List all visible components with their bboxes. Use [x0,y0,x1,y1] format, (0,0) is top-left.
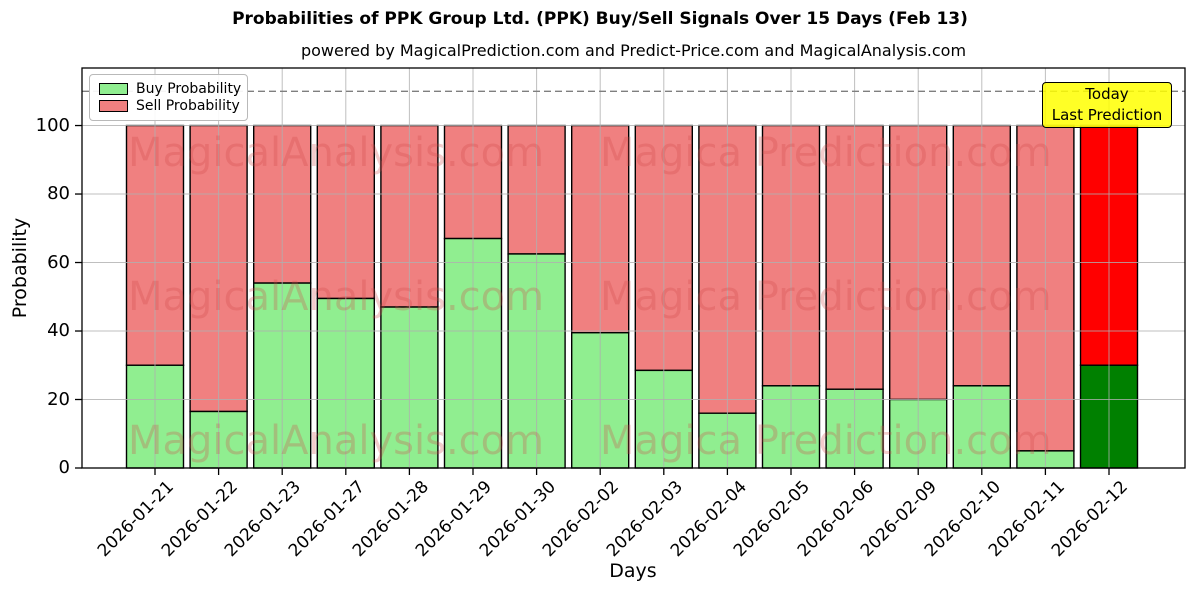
plot-frame [81,67,1186,469]
today-annotation-line1: Today [1085,85,1129,103]
today-annotation-line2: Last Prediction [1051,106,1163,124]
watermark-analysis: MagicalAnalysis.com [128,130,544,176]
x-axis-label: Days [609,560,657,582]
y-tick-label: 20 [47,388,70,410]
sell-probability-swatch [99,100,128,112]
chart-subtitle: powered by MagicalPrediction.com and Pre… [300,41,967,60]
legend-label-sell: Sell Probability [136,98,240,114]
y-tick-label: 100 [35,114,70,136]
legend-item-sell: Sell Probability [99,98,240,114]
y-tick-label: 40 [47,320,70,341]
watermark-prediction: Magica Prediction.com [600,130,1052,176]
watermark-prediction: Magica Prediction.com [600,274,1052,320]
buy-probability-swatch [99,83,128,95]
today-annotation: Today Last Prediction [1042,82,1172,128]
y-tick-label: 60 [47,251,70,273]
watermark-analysis: MagicalAnalysis.com [128,274,544,320]
legend-item-buy: Buy Probability [99,81,242,97]
chart-title: Probabilities of PPK Group Ltd. (PPK) Bu… [232,9,968,29]
watermark-prediction: Magica Prediction.com [600,418,1052,464]
legend: Buy Probability Sell Probability [89,74,248,121]
watermark-analysis: MagicalAnalysis.com [128,418,544,464]
y-tick-label: 0 [58,457,70,478]
y-tick-label: 80 [47,183,70,205]
legend-label-buy: Buy Probability [136,81,242,97]
